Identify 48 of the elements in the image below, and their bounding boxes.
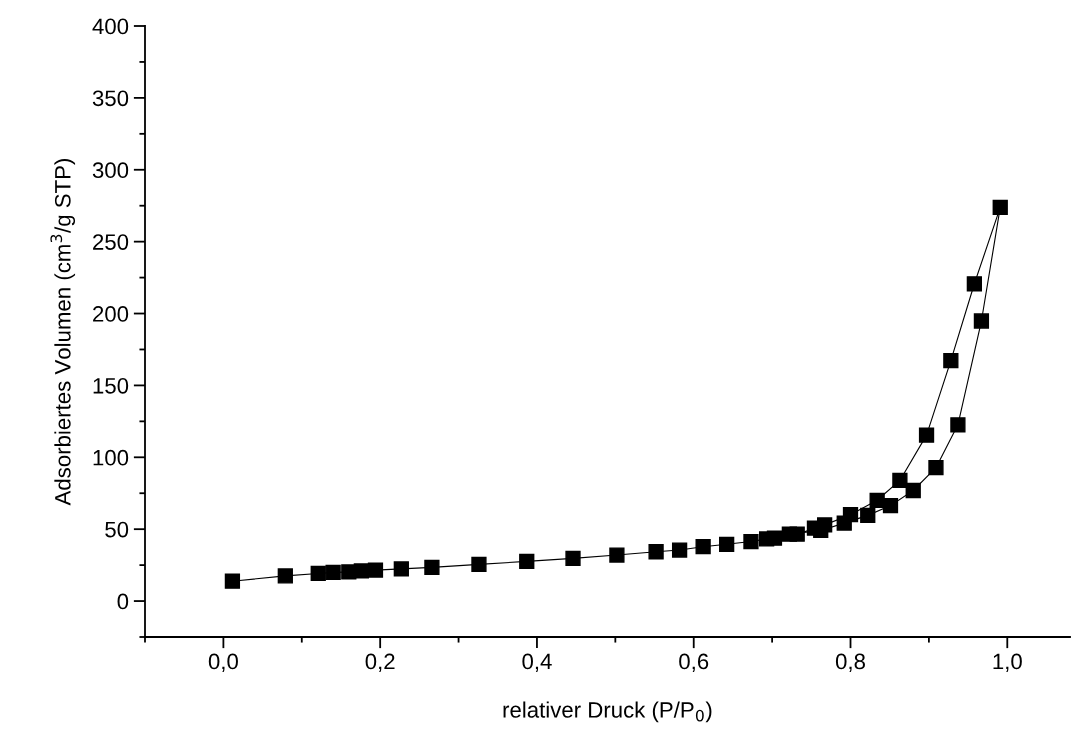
point [992,199,1008,216]
y-tick-label: 350 [92,90,129,107]
x-tick-label: 1,0 [993,653,1022,672]
point [719,536,735,552]
y-tick-label: 100 [93,449,129,466]
y-tick-label: 300 [92,162,129,179]
point [353,563,369,579]
point [277,568,293,584]
point [367,562,384,578]
point [743,533,759,550]
y-tick-label: 250 [93,234,129,250]
point [905,482,921,499]
point [671,542,688,558]
x-tick-label: 0,4 [522,653,552,672]
point [860,507,876,524]
point [565,550,581,567]
point [766,530,783,546]
point [928,460,944,476]
x-tick-label: 0,0 [208,653,238,672]
point [393,561,409,577]
point [224,573,241,589]
point [973,313,990,329]
y-axis-title: Adsorbiertes Volumen (cm$^{3}$/g STP) [50,159,76,506]
point [519,553,535,570]
point [310,565,326,582]
y-tick-label: 150 [93,377,129,394]
point [842,507,859,523]
point [471,556,487,573]
x-tick-label: 0,8 [835,653,865,672]
y-tick-label: 0 [117,593,129,610]
point [424,559,440,576]
point [325,564,341,581]
x-tick-label: 0,2 [365,653,395,672]
y-tick-label: 400 [92,18,129,35]
point [892,472,908,489]
y-tick-label: 200 [93,306,129,322]
point [966,276,983,292]
x-tick-label: 0,6 [679,653,709,672]
point [869,492,885,508]
point [918,427,935,443]
point [789,526,805,542]
y-tick-label: 50 [105,521,129,538]
point [695,539,711,555]
point [950,417,966,433]
point [609,547,625,563]
x-axis-title: relativer Druck (P/P$_{0}$) [503,701,712,723]
point [943,352,959,369]
point [648,544,664,560]
